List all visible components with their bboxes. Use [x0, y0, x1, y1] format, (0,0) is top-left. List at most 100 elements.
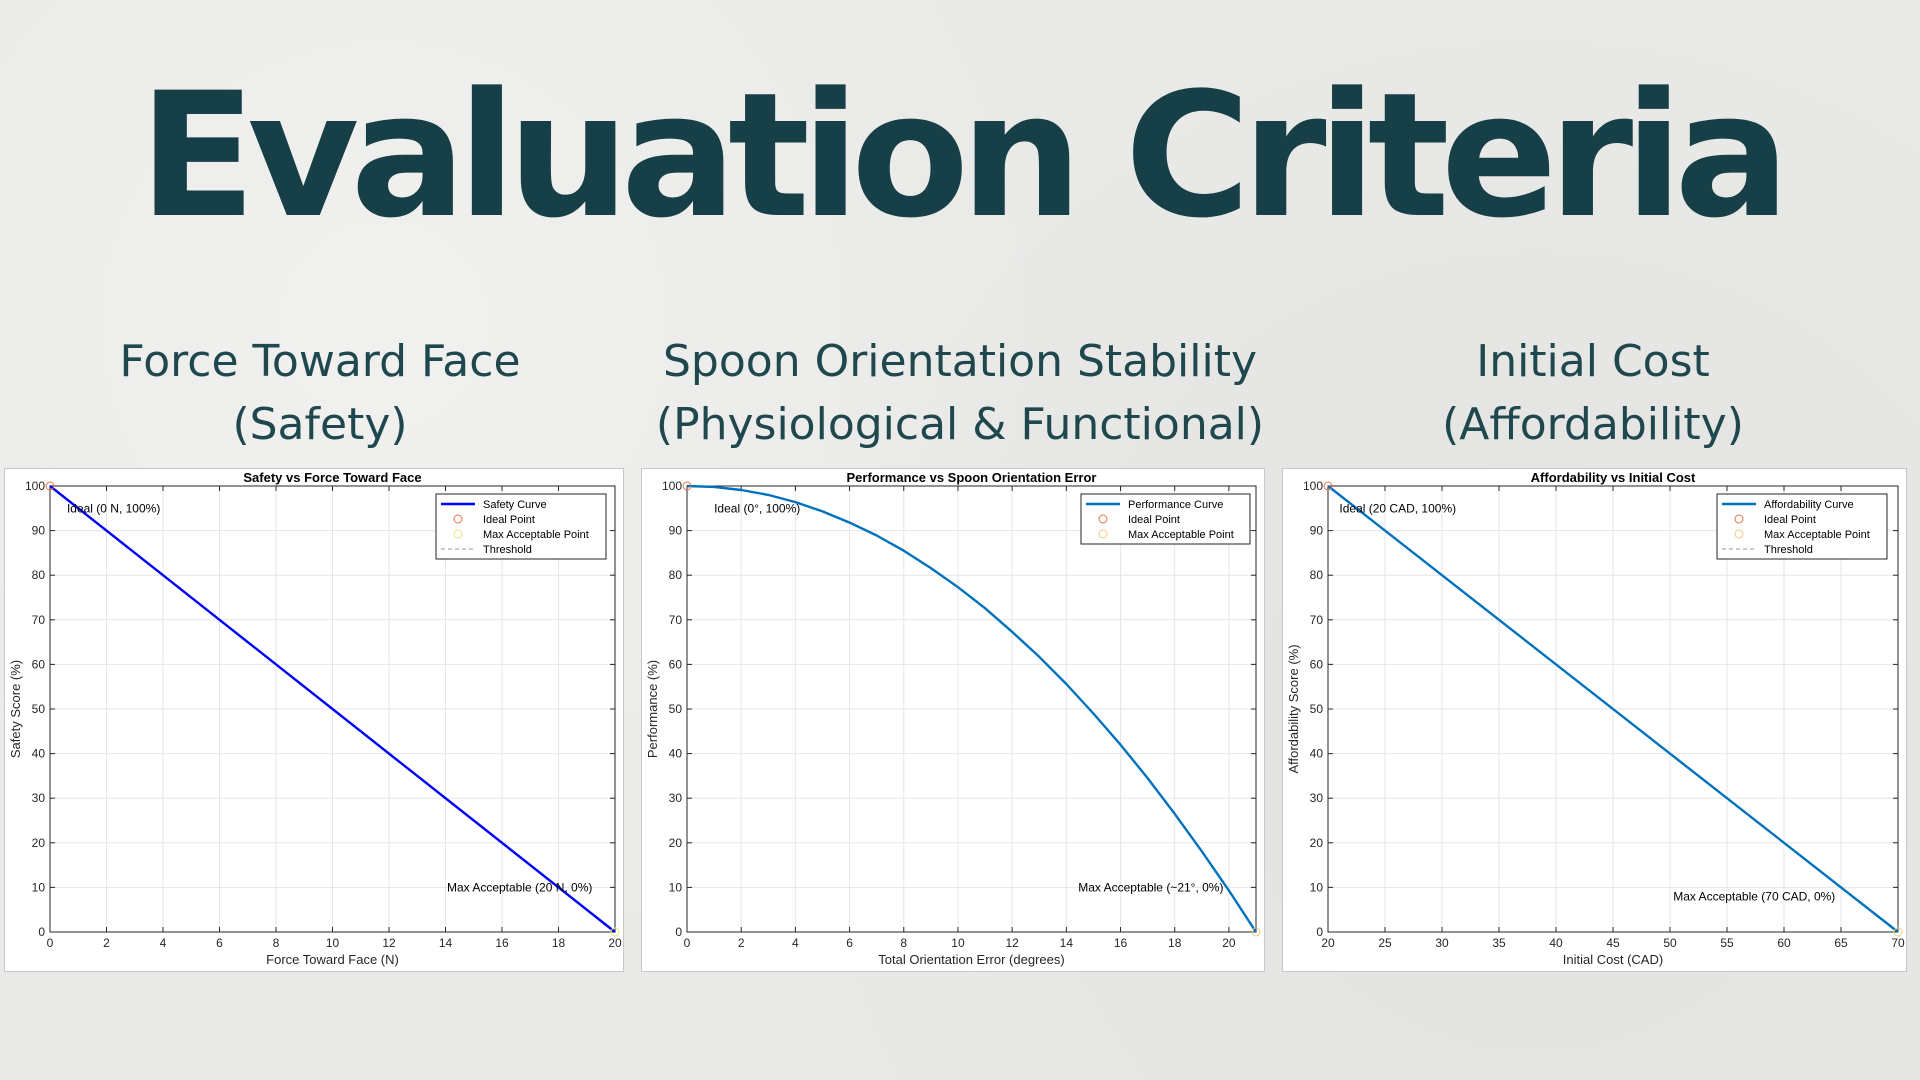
y-tick-label: 30 — [1310, 791, 1324, 805]
annotation-label: Ideal (0°, 100%) — [714, 501, 800, 515]
series-line — [49, 485, 616, 933]
legend-label: Ideal Point — [1764, 514, 1816, 526]
y-tick-label: 80 — [32, 568, 46, 582]
x-tick-label: 25 — [1378, 936, 1392, 950]
x-tick-label: 4 — [792, 936, 799, 950]
x-tick-label: 14 — [1060, 936, 1074, 950]
panel-title-line1: Spoon Orientation Stability — [663, 336, 1257, 387]
x-tick-label: 55 — [1720, 936, 1734, 950]
y-tick-label: 0 — [1316, 925, 1323, 939]
legend-swatch-marker — [453, 514, 463, 524]
legend-swatch-marker — [1098, 514, 1108, 524]
x-tick-label: 16 — [495, 936, 509, 950]
y-tick-label: 40 — [1310, 747, 1324, 761]
y-tick-label: 70 — [1310, 613, 1324, 627]
x-tick-label: 8 — [273, 936, 280, 950]
legend-label: Performance Curve — [1128, 499, 1223, 511]
y-tick-label: 60 — [1310, 657, 1324, 671]
legend-label: Max Acceptable Point — [1764, 529, 1870, 541]
x-tick-label: 2 — [103, 936, 110, 950]
chart-affordability: 20 25 30 35 40 45 50 55 60 65 70 0 10 20 30 40 50 60 70 80 9… — [1282, 468, 1907, 972]
y-tick-label: 0 — [675, 925, 682, 939]
legend-label: Safety Curve — [483, 499, 547, 511]
y-tick-label: 50 — [669, 702, 683, 716]
y-axis-label: Safety Score (%) — [8, 660, 23, 758]
marker-point — [682, 481, 692, 491]
y-tick-label: 20 — [32, 836, 46, 850]
x-tick-label: 2 — [738, 936, 745, 950]
x-tick-label: 6 — [846, 936, 853, 950]
x-tick-label: 35 — [1492, 936, 1506, 950]
panel-title-line1: Initial Cost — [1476, 336, 1710, 387]
legend-box — [1080, 493, 1251, 545]
y-tick-label: 40 — [32, 747, 46, 761]
y-axis-label: Performance (%) — [645, 660, 660, 758]
x-tick-label: 10 — [951, 936, 965, 950]
marker-point — [1251, 927, 1261, 937]
y-tick-label: 100 — [662, 479, 682, 493]
chart-safety-svg: 0 2 4 6 8 10 12 14 16 18 20 0 10 20 30 40 50 60 70 80 90 100 S… — [8, 470, 622, 967]
annotation-label: Max Acceptable (70 CAD, 0%) — [1673, 889, 1835, 903]
y-tick-label: 20 — [1310, 836, 1324, 850]
y-axis-label: Affordability Score (%) — [1286, 644, 1301, 773]
x-tick-label: 14 — [439, 936, 453, 950]
x-axis-label: Force Toward Face (N) — [266, 952, 399, 967]
legend-label: Threshold — [1764, 544, 1813, 556]
x-tick-label: 20 — [1321, 936, 1335, 950]
legend-label: Threshold — [483, 544, 532, 556]
marker-point — [1893, 927, 1903, 937]
x-tick-label: 30 — [1435, 936, 1449, 950]
x-tick-label: 45 — [1606, 936, 1620, 950]
x-tick-label: 4 — [160, 936, 167, 950]
x-tick-label: 12 — [1005, 936, 1019, 950]
x-tick-label: 8 — [900, 936, 907, 950]
x-tick-label: 60 — [1777, 936, 1791, 950]
y-tick-label: 30 — [32, 791, 46, 805]
page-title: Evaluation Criteria — [138, 55, 1791, 256]
marker-point — [610, 927, 620, 937]
y-tick-label: 100 — [1303, 479, 1323, 493]
y-tick-label: 10 — [1310, 880, 1324, 894]
annotation-label: Max Acceptable (~21°, 0%) — [1078, 880, 1223, 894]
legend-label: Max Acceptable Point — [1128, 529, 1234, 541]
panel-title-line2: (Safety) — [232, 399, 408, 450]
chart-title: Affordability vs Initial Cost — [1531, 470, 1696, 485]
chart-title: Performance vs Spoon Orientation Error — [847, 470, 1097, 485]
panel-title-line2: (Affordability) — [1442, 399, 1744, 450]
chart-performance: 0 2 4 6 8 10 12 14 16 18 20 0 10 20 30 40 50 60 70 80 90 100 P… — [641, 468, 1265, 972]
annotation-label: Max Acceptable (20 N, 0%) — [447, 880, 592, 894]
annotation-label: Ideal (20 CAD, 100%) — [1339, 501, 1456, 515]
panel-title-line2: (Physiological & Functional) — [655, 399, 1265, 450]
legend-label: Ideal Point — [1128, 514, 1180, 526]
marker-point — [45, 481, 55, 491]
x-tick-label: 10 — [326, 936, 340, 950]
y-tick-label: 90 — [669, 524, 683, 538]
y-tick-label: 50 — [32, 702, 46, 716]
chart-safety: 0 2 4 6 8 10 12 14 16 18 20 0 10 20 30 40 50 60 70 80 90 100 S… — [4, 468, 624, 972]
x-tick-label: 40 — [1549, 936, 1563, 950]
chart-affordability-svg: 20 25 30 35 40 45 50 55 60 65 70 0 10 20 30 40 50 60 70 80 9… — [1286, 470, 1905, 967]
y-tick-label: 10 — [32, 880, 46, 894]
y-tick-label: 70 — [32, 613, 46, 627]
legend-swatch-marker — [1098, 529, 1108, 539]
y-tick-label: 70 — [669, 613, 683, 627]
x-axis-label: Initial Cost (CAD) — [1563, 952, 1663, 967]
series-line — [686, 484, 1258, 933]
panel-title-cost: Initial Cost (Affordability) — [1273, 330, 1913, 456]
x-tick-label: 20 — [1222, 936, 1236, 950]
x-tick-label: 70 — [1891, 936, 1905, 950]
x-tick-label: 18 — [1168, 936, 1182, 950]
y-tick-label: 10 — [669, 880, 683, 894]
x-tick-label: 0 — [684, 936, 691, 950]
chart-title: Safety vs Force Toward Face — [243, 470, 421, 485]
y-tick-label: 60 — [32, 657, 46, 671]
panel-title-safety: Force Toward Face (Safety) — [0, 330, 640, 456]
legend-label: Max Acceptable Point — [483, 529, 589, 541]
panel-title-stability: Spoon Orientation Stability (Physiologic… — [640, 330, 1280, 456]
y-tick-label: 60 — [669, 657, 683, 671]
x-tick-label: 6 — [216, 936, 223, 950]
y-tick-label: 90 — [1310, 524, 1324, 538]
y-tick-label: 40 — [669, 747, 683, 761]
legend-label: Ideal Point — [483, 514, 535, 526]
y-tick-label: 20 — [669, 836, 683, 850]
